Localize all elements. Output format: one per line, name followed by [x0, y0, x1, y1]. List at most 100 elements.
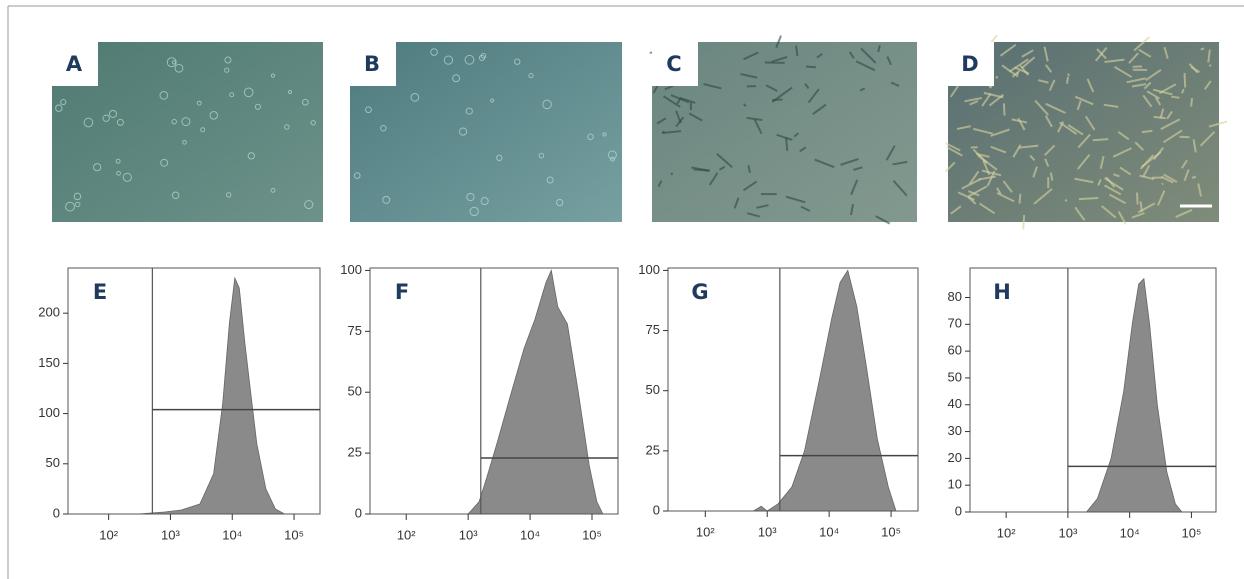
y-tick-label: 0	[653, 502, 660, 517]
cell	[1097, 179, 1102, 186]
cell	[840, 158, 859, 166]
cell	[1153, 88, 1173, 96]
x-tick-label: 10⁴	[819, 524, 839, 539]
y-tick-label: 100	[638, 262, 660, 277]
cell	[1160, 118, 1181, 131]
cell	[116, 170, 121, 176]
cell	[812, 103, 827, 116]
cell	[805, 65, 816, 69]
cell	[718, 165, 726, 171]
cell	[1105, 176, 1116, 188]
cell	[1104, 184, 1122, 196]
cell	[892, 160, 908, 166]
cell	[946, 146, 963, 157]
histogram-area	[138, 276, 285, 515]
cell	[287, 89, 293, 95]
x-tick-label: 10⁵	[881, 524, 901, 539]
cell	[1011, 69, 1021, 78]
cell	[514, 58, 521, 65]
cell	[1067, 124, 1084, 136]
cell	[353, 172, 361, 179]
cell	[945, 161, 956, 173]
cell	[1160, 175, 1174, 184]
cell	[610, 156, 615, 162]
x-tick-label: 10³	[459, 527, 478, 542]
cell	[1146, 90, 1161, 100]
cell	[538, 152, 545, 159]
cell	[224, 67, 230, 73]
cell	[464, 54, 475, 65]
cell	[988, 93, 1004, 107]
cell	[1021, 56, 1036, 69]
cell	[270, 187, 276, 193]
panel-label: D	[961, 52, 978, 76]
y-tick-label: 30	[948, 423, 962, 438]
cell	[556, 198, 564, 207]
cell	[950, 205, 962, 215]
cell	[973, 127, 994, 135]
cell	[478, 54, 486, 61]
cell	[1154, 96, 1162, 106]
cell	[443, 55, 454, 65]
cell	[967, 185, 988, 198]
histogram-area	[753, 269, 897, 512]
y-tick-label: 200	[38, 305, 60, 320]
cell	[957, 191, 975, 201]
label-box	[652, 42, 698, 86]
cell	[747, 165, 751, 173]
cell	[102, 114, 110, 122]
label-box	[948, 42, 994, 86]
cell	[1044, 144, 1056, 156]
y-tick-label: 150	[38, 355, 60, 370]
cell	[1200, 47, 1205, 51]
cell	[1043, 46, 1049, 62]
cell	[1153, 147, 1165, 160]
cell	[122, 172, 132, 182]
frame	[7, 5, 1244, 579]
cell	[181, 117, 191, 127]
cell	[708, 172, 719, 186]
cell	[542, 99, 552, 110]
cell	[171, 191, 180, 200]
plot-frame	[969, 267, 1217, 513]
cell	[982, 159, 991, 176]
cell	[990, 128, 1010, 137]
cell	[1142, 164, 1151, 178]
cell	[159, 91, 169, 100]
x-tick-label: 10²	[397, 527, 416, 542]
y-tick-label: 25	[348, 445, 362, 460]
x-tick-label: 10⁴	[520, 527, 540, 542]
cell	[1166, 110, 1173, 120]
cell	[976, 152, 990, 158]
x-tick-label: 10⁴	[222, 527, 242, 542]
cell	[200, 127, 206, 133]
y-tick-label: 0	[355, 505, 362, 520]
cell	[1199, 131, 1216, 147]
cell	[855, 60, 876, 72]
cell	[785, 195, 806, 204]
cell	[662, 95, 681, 108]
x-tick-label: 10⁵	[582, 527, 602, 542]
cell	[55, 104, 63, 112]
cell	[452, 74, 461, 83]
cell	[964, 97, 983, 103]
cell	[1049, 172, 1054, 181]
cell	[1138, 48, 1152, 58]
cell	[1181, 88, 1185, 94]
cell	[1207, 49, 1211, 63]
cell	[174, 63, 184, 73]
cell	[670, 172, 674, 176]
cell	[466, 192, 475, 202]
cell	[742, 180, 758, 192]
cell	[753, 119, 763, 135]
y-tick-label: 70	[948, 316, 962, 331]
cell	[1033, 188, 1053, 205]
x-tick-label: 10⁵	[1181, 525, 1201, 540]
cell	[1128, 52, 1139, 64]
x-tick-label: 10²	[99, 527, 118, 542]
cell	[1162, 129, 1183, 144]
cell	[1103, 103, 1119, 108]
cell	[1076, 100, 1082, 111]
cell	[771, 56, 788, 63]
